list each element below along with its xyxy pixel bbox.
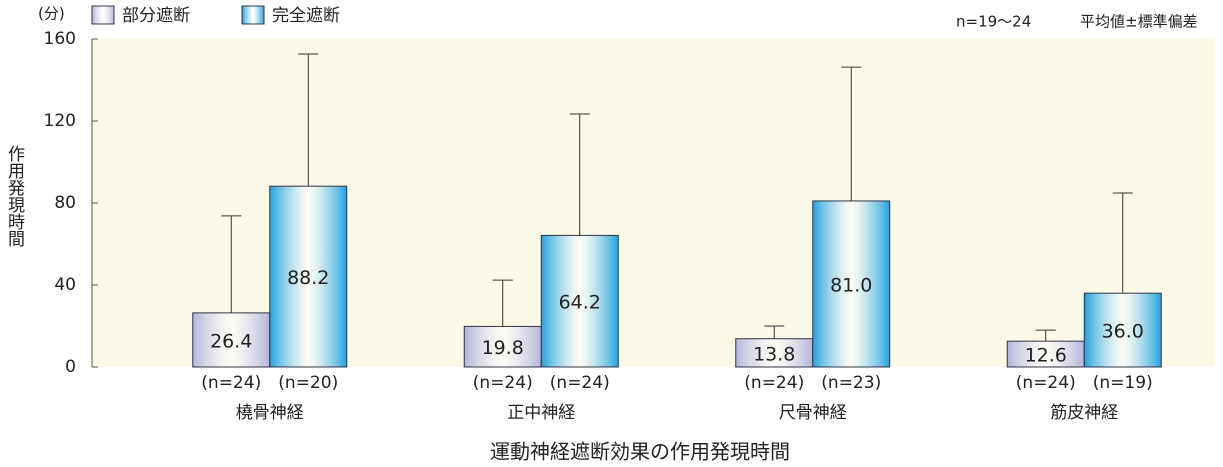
bar — [269, 185, 348, 368]
n-label: (n=24) — [473, 373, 533, 393]
note: n=19〜24 — [956, 13, 1031, 31]
value-label: 12.6 — [1025, 345, 1067, 367]
y-title: 作用発現時間 — [4, 145, 25, 248]
x-title: 運動神経遮断効果の作用発現時間 — [490, 440, 790, 464]
bar — [540, 234, 619, 368]
value-label: 36.0 — [1102, 321, 1144, 343]
error-bar — [1112, 192, 1133, 294]
value-label: 64.2 — [559, 292, 601, 314]
error-bar — [1035, 329, 1056, 342]
y-unit: (分) — [38, 5, 65, 23]
error-bar — [298, 53, 319, 187]
legend-swatch — [241, 5, 265, 25]
value-label: 19.8 — [482, 337, 524, 359]
y-tick-label: 40 — [54, 275, 76, 295]
value-label: 26.4 — [210, 330, 252, 352]
error-bar — [569, 113, 590, 236]
error-bar — [492, 279, 513, 327]
bar — [463, 325, 542, 368]
bar — [1083, 292, 1162, 368]
legend-label: 部分遮断 — [122, 6, 190, 26]
note: 平均値±標準偏差 — [1080, 13, 1198, 31]
value-label: 13.8 — [753, 343, 795, 365]
legend-label: 完全遮断 — [272, 6, 340, 26]
value-label: 81.0 — [830, 274, 872, 296]
y-tick-label: 80 — [54, 193, 76, 213]
bar — [1006, 340, 1085, 368]
y-tick-label: 160 — [44, 29, 76, 49]
n-label: (n=19) — [1093, 373, 1153, 393]
n-label: (n=23) — [821, 373, 881, 393]
n-label: (n=24) — [201, 373, 261, 393]
bar — [735, 338, 814, 368]
y-tick-label: 120 — [44, 111, 76, 131]
n-label: (n=24) — [1016, 373, 1076, 393]
x-tick-label: 正中神経 — [507, 403, 575, 423]
x-tick-label: 橈骨神経 — [236, 403, 304, 423]
n-label: (n=24) — [550, 373, 610, 393]
error-bar — [764, 325, 785, 339]
error-bar — [841, 66, 862, 201]
bar — [192, 312, 271, 368]
legend-swatch — [91, 5, 115, 25]
x-tick-label: 筋皮神経 — [1050, 403, 1118, 423]
bar — [812, 200, 891, 368]
x-tick-label: 尺骨神経 — [779, 403, 847, 423]
y-tick-label: 0 — [65, 357, 76, 377]
n-label: (n=20) — [278, 373, 338, 393]
error-bar — [221, 215, 242, 313]
n-label: (n=24) — [744, 373, 804, 393]
value-label: 88.2 — [287, 267, 329, 289]
